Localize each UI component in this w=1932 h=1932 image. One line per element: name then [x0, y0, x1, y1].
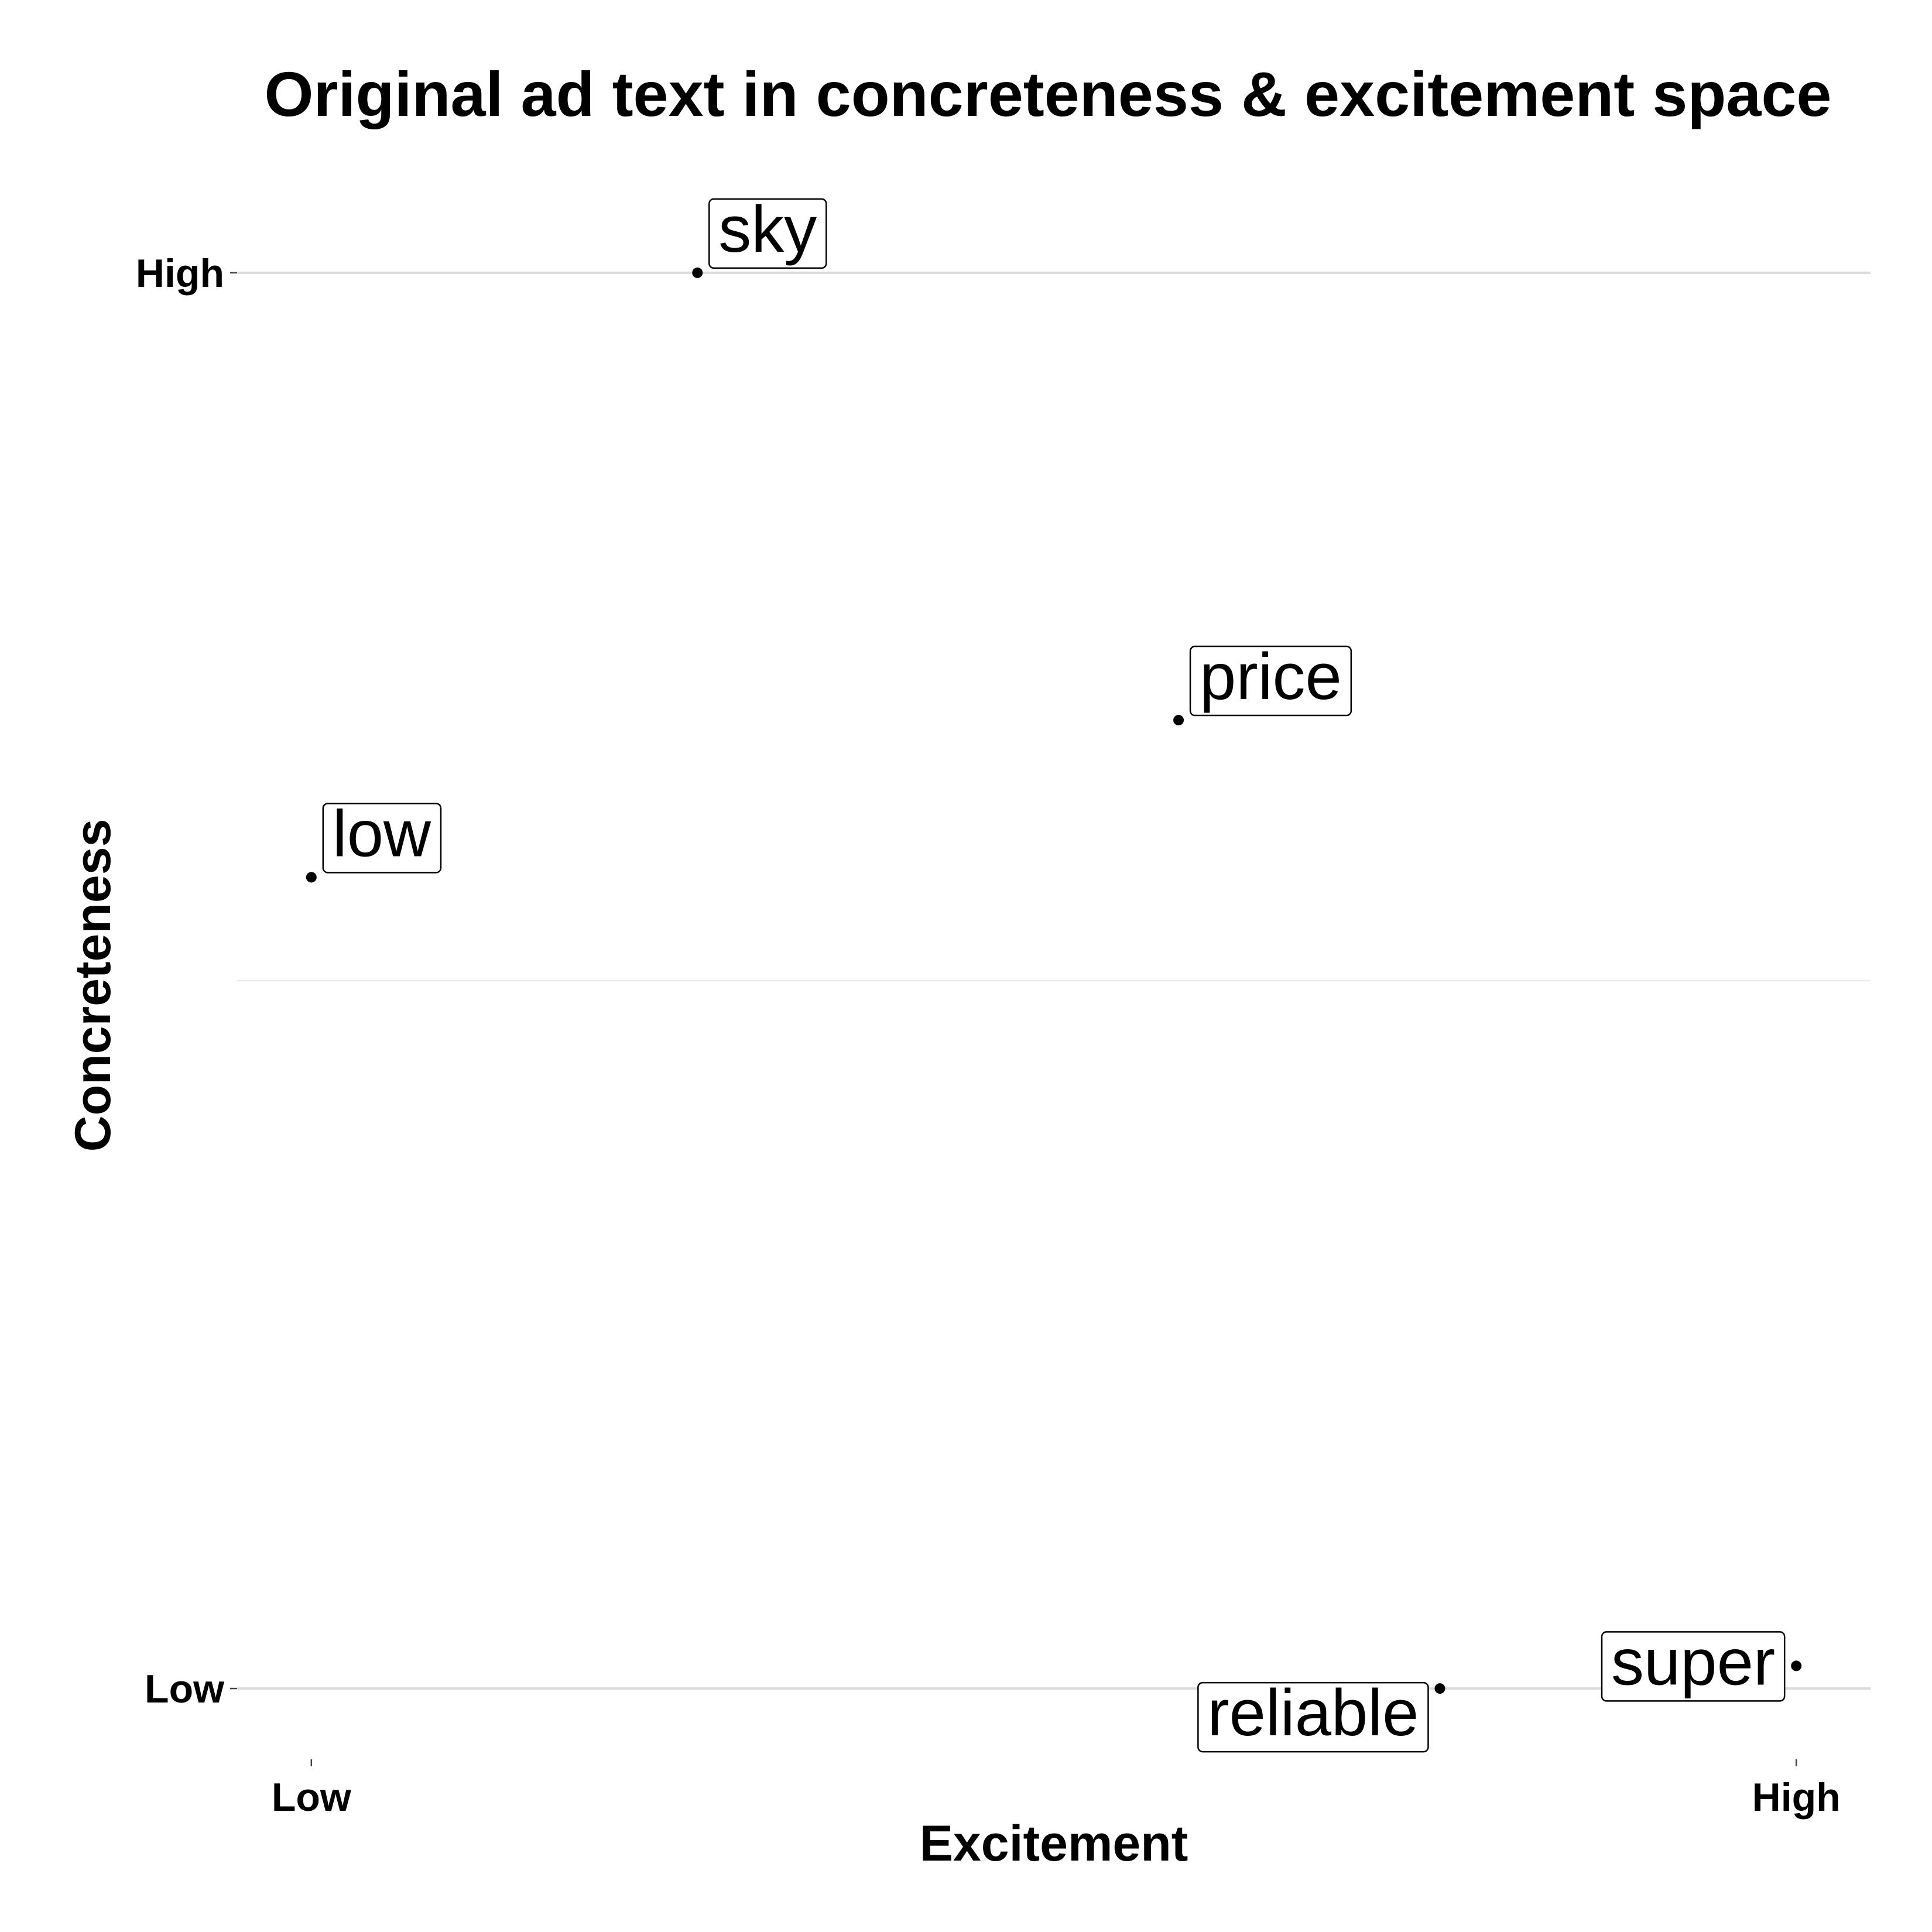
point-label-group-sky: sky	[708, 193, 827, 269]
point-label-super: super	[1611, 1625, 1775, 1698]
point-label-box-price	[1189, 645, 1352, 717]
point-price	[1173, 715, 1184, 726]
point-label-reliable: reliable	[1207, 1676, 1419, 1749]
grid-layer	[237, 271, 1871, 1690]
chart-title: Original ad text in concreteness & excit…	[264, 59, 1831, 129]
tick-layer: Low High Low High	[136, 251, 1841, 1820]
point-label-box-reliable	[1197, 1681, 1429, 1753]
x-axis-title: Excitement	[920, 1815, 1188, 1872]
point-label-sky: sky	[718, 193, 817, 266]
point-label-group-super: super	[1601, 1625, 1786, 1702]
point-label-box-sky	[708, 198, 827, 269]
y-tick-label-1: High	[136, 251, 224, 296]
point-label-box-super	[1601, 1631, 1786, 1702]
point-label-group-low: low	[322, 797, 442, 873]
y-axis-title: Concreteness	[65, 819, 121, 1152]
point-label-low: low	[333, 797, 431, 870]
point-reliable	[1434, 1683, 1445, 1694]
point-label-group-reliable: reliable	[1197, 1676, 1429, 1753]
point-low	[306, 872, 317, 883]
point-label-box-low	[322, 803, 442, 873]
y-tick-label-0: Low	[145, 1667, 225, 1711]
point-super	[1791, 1660, 1802, 1671]
point-label-group-price: price	[1189, 640, 1352, 717]
x-tick-label-1: High	[1752, 1775, 1841, 1820]
point-label-price: price	[1200, 640, 1342, 713]
x-tick-label-0: Low	[272, 1775, 352, 1820]
point-sky	[692, 267, 703, 278]
point-layer: sky price low super reliable	[306, 193, 1802, 1753]
